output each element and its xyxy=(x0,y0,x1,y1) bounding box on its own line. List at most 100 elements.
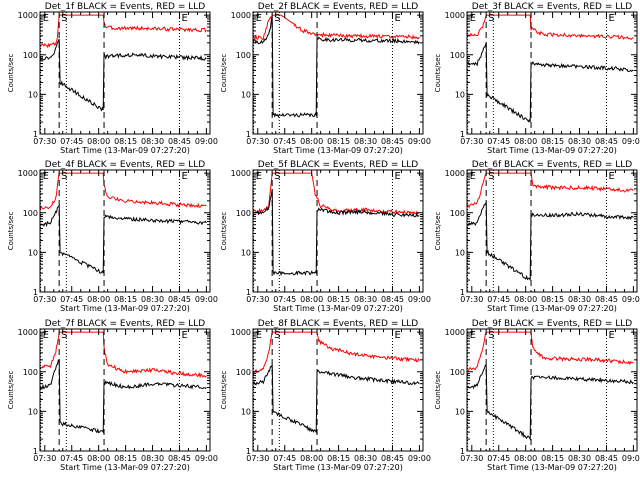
event-marker-label: E xyxy=(43,171,49,182)
event-marker-label: E xyxy=(181,171,187,182)
y-tick-label: 1 xyxy=(33,130,38,139)
x-tick-label: 08:30 xyxy=(568,295,591,304)
x-tick-label: 09:00 xyxy=(195,295,218,304)
x-tick-label: 08:30 xyxy=(141,454,164,463)
x-tick-label: 09:00 xyxy=(408,454,431,463)
x-tick-label: 08:45 xyxy=(595,295,618,304)
series-line xyxy=(40,331,207,379)
x-tick-label: 08:15 xyxy=(327,295,350,304)
x-tick-label: 09:00 xyxy=(195,454,218,463)
x-tick-label: 07:45 xyxy=(487,137,510,146)
x-tick-label: 08:15 xyxy=(541,454,564,463)
x-tick-label: 08:45 xyxy=(381,137,404,146)
x-tick-label: 07:30 xyxy=(246,295,269,304)
y-axis-label: Counts/sec xyxy=(220,212,228,251)
plot-frame xyxy=(252,328,424,452)
y-tick-label: 100 xyxy=(236,51,251,60)
y-tick-label: 1 xyxy=(460,447,465,456)
x-tick-label: 08:00 xyxy=(87,295,110,304)
y-axis-label: Counts/sec xyxy=(434,371,442,410)
y-tick-label: 10 xyxy=(455,248,465,257)
plot-frame xyxy=(252,11,424,135)
series-line xyxy=(253,172,420,215)
x-tick-label: 08:15 xyxy=(327,454,350,463)
x-tick-label: 09:00 xyxy=(622,454,640,463)
x-tick-label: 09:00 xyxy=(622,295,640,304)
x-tick-label: 08:00 xyxy=(87,137,110,146)
series-line xyxy=(253,16,420,118)
event-marker-label: E xyxy=(608,13,614,24)
x-tick-label: 07:45 xyxy=(60,137,83,146)
x-axis-label: Start Time (13-Mar-09 07:27:20) xyxy=(487,146,617,155)
x-tick-label: 07:45 xyxy=(487,454,510,463)
chart-title: Det_8f BLACK = Events, RED = LLD xyxy=(258,319,418,329)
event-marker-label: E xyxy=(43,13,49,24)
x-tick-label: 07:30 xyxy=(33,137,56,146)
y-tick-label: 1 xyxy=(460,288,465,297)
plot-frame xyxy=(39,11,211,135)
event-marker-label: E xyxy=(394,13,400,24)
x-tick-label: 08:30 xyxy=(141,295,164,304)
event-marker-label: E xyxy=(470,171,476,182)
x-tick-label: 08:15 xyxy=(541,137,564,146)
event-marker-label: E xyxy=(256,330,262,341)
event-marker-label: E xyxy=(470,330,476,341)
y-tick-label: 1 xyxy=(460,130,465,139)
x-tick-label: 07:30 xyxy=(33,295,56,304)
y-tick-label: 10 xyxy=(241,407,251,416)
x-axis-label: Start Time (13-Mar-09 07:27:20) xyxy=(273,304,403,313)
x-tick-label: 07:45 xyxy=(60,454,83,463)
x-tick-label: 08:45 xyxy=(595,137,618,146)
series-line xyxy=(253,188,420,277)
y-tick-label: 1 xyxy=(33,447,38,456)
event-marker-label: E xyxy=(43,330,49,341)
x-tick-label: 07:30 xyxy=(33,454,56,463)
y-tick-label: 1000 xyxy=(445,169,465,178)
series-line xyxy=(467,42,634,123)
x-tick-label: 08:15 xyxy=(114,454,137,463)
series-line xyxy=(467,331,634,373)
y-axis-label: Counts/sec xyxy=(220,371,228,410)
x-axis-label: Start Time (13-Mar-09 07:27:20) xyxy=(273,463,403,472)
y-tick-label: 1000 xyxy=(231,328,251,337)
x-tick-label: 08:00 xyxy=(514,295,537,304)
x-tick-label: 09:00 xyxy=(195,137,218,146)
y-tick-label: 100 xyxy=(450,51,465,60)
plot-frame xyxy=(466,11,638,135)
x-tick-label: 09:00 xyxy=(408,295,431,304)
y-tick-label: 1000 xyxy=(18,11,38,20)
series-line xyxy=(467,172,634,209)
chart-title: Det_1f BLACK = Events, RED = LLD xyxy=(45,2,205,12)
event-marker-label: S xyxy=(61,171,67,182)
series-line xyxy=(40,358,207,434)
x-tick-label: 08:45 xyxy=(381,454,404,463)
plot-frame xyxy=(39,328,211,452)
x-axis-label: Start Time (13-Mar-09 07:27:20) xyxy=(60,146,190,155)
series-line xyxy=(467,363,634,441)
event-marker-label: E xyxy=(256,13,262,24)
plot-frame xyxy=(252,169,424,293)
x-tick-label: 08:45 xyxy=(168,295,191,304)
x-tick-label: 08:00 xyxy=(300,295,323,304)
event-marker-label: S xyxy=(488,171,494,182)
event-marker-label: S xyxy=(274,171,280,182)
x-tick-label: 08:15 xyxy=(327,137,350,146)
y-tick-label: 10 xyxy=(455,407,465,416)
event-marker-label: E xyxy=(470,13,476,24)
x-tick-label: 07:45 xyxy=(273,137,296,146)
plot-frame xyxy=(39,169,211,293)
x-tick-label: 08:00 xyxy=(514,454,537,463)
y-axis-label: Counts/sec xyxy=(434,54,442,93)
y-tick-label: 1 xyxy=(33,288,38,297)
x-tick-label: 08:30 xyxy=(568,137,591,146)
y-tick-label: 100 xyxy=(23,368,38,377)
x-axis-label: Start Time (13-Mar-09 07:27:20) xyxy=(487,463,617,472)
